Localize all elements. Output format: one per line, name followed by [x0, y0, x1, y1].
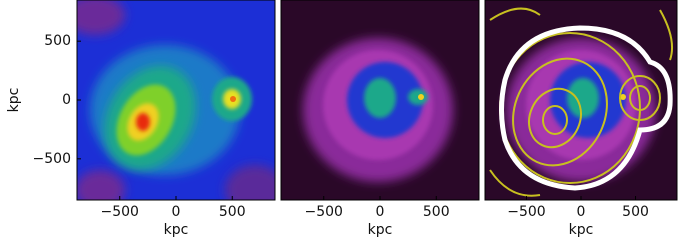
map-panel-1 [77, 0, 275, 200]
x-tick-label: 500 [219, 204, 246, 220]
x-tick-label: 500 [622, 204, 649, 220]
x-tick-label: −500 [507, 204, 545, 220]
x-tick-label: −500 [305, 204, 343, 220]
x-tick-label: 0 [172, 204, 181, 220]
y-tick-label: 0 [62, 92, 71, 108]
x-axis-label: kpc [569, 222, 594, 238]
y-axis-label: kpc [6, 88, 22, 113]
map-panel-3 [485, 0, 677, 200]
x-tick-label: −500 [101, 204, 139, 220]
x-axis-label: kpc [164, 222, 189, 238]
x-axis-label: kpc [368, 222, 393, 238]
y-tick-label: 500 [44, 33, 71, 49]
x-tick-label: 0 [577, 204, 586, 220]
x-tick-label: 500 [423, 204, 450, 220]
map-panel-2 [281, 0, 479, 200]
y-tick-label: −500 [33, 151, 71, 167]
x-tick-label: 0 [376, 204, 385, 220]
